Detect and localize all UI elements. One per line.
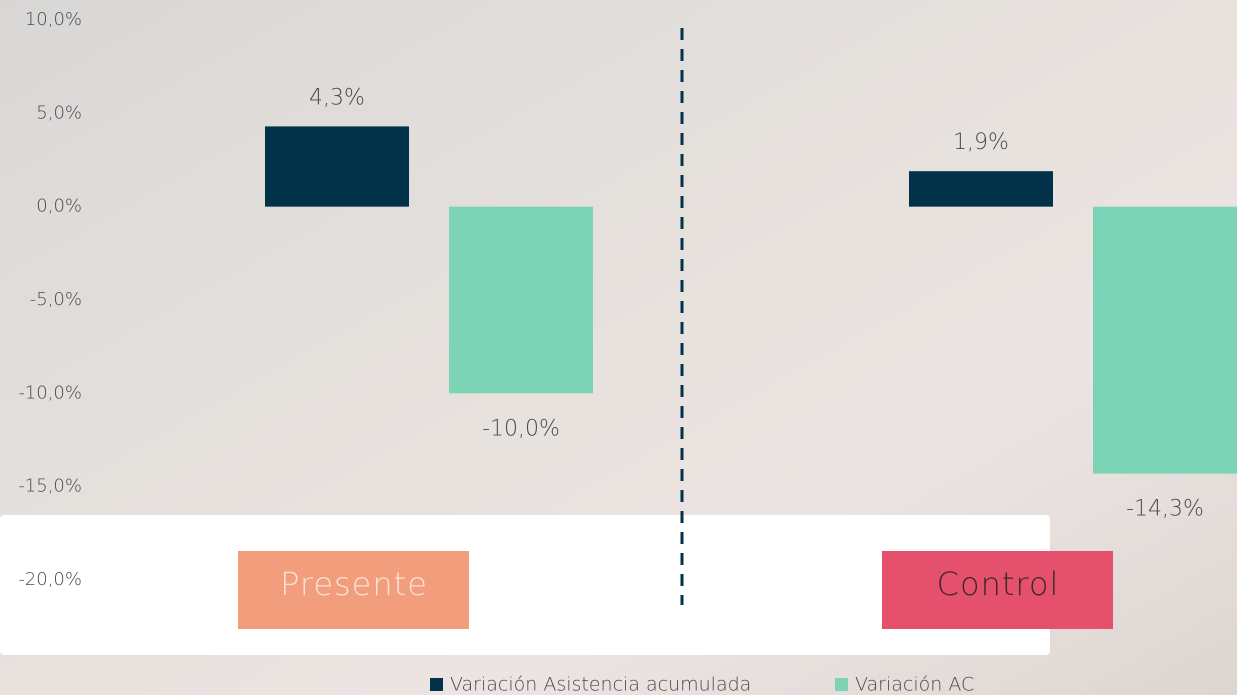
legend-label: Variación AC <box>855 674 974 695</box>
value-label: -14,3% <box>1126 497 1204 522</box>
bar <box>265 126 409 207</box>
x-tick-label: Control <box>937 565 1060 603</box>
bar <box>909 171 1053 207</box>
category-box <box>238 551 469 629</box>
y-tick-label: -5,0% <box>30 289 82 310</box>
legend-label: Variación Asistencia acumulada <box>450 674 751 695</box>
value-label: 4,3% <box>309 85 365 110</box>
legend-swatch <box>835 678 848 691</box>
y-tick-label: 5,0% <box>36 102 82 123</box>
y-tick-label: -20,0% <box>18 569 82 590</box>
legend-swatch <box>430 678 443 691</box>
value-label: 1,9% <box>953 130 1009 155</box>
bar <box>1093 206 1237 474</box>
y-tick-label: 0,0% <box>36 196 82 217</box>
x-tick-label: Presente <box>280 565 428 603</box>
y-tick-label: -15,0% <box>18 476 82 497</box>
category-box <box>882 551 1113 629</box>
bar <box>449 206 593 394</box>
y-tick-label: -10,0% <box>18 382 82 403</box>
value-label: -10,0% <box>482 416 560 441</box>
y-tick-label: 10,0% <box>25 9 82 30</box>
